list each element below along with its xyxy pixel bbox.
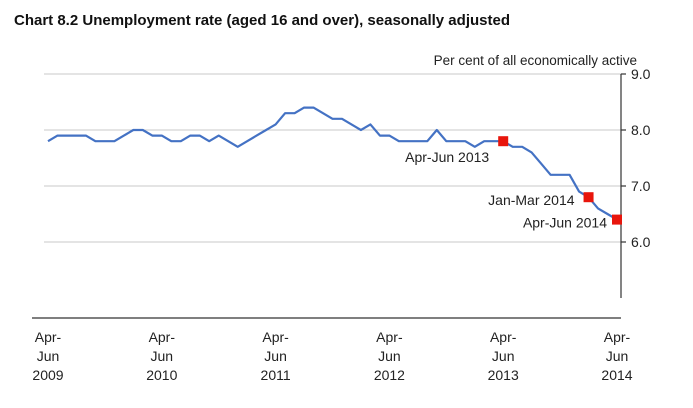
y-axis-label: Per cent of all economically active [434, 53, 637, 68]
marker-apr-jun-2014 [612, 214, 622, 225]
chart-title: Chart 8.2 Unemployment rate (aged 16 and… [14, 12, 510, 29]
x-tick-labels: Apr-Jun 2009 Apr-Jun 2010 Apr-Jun 2011 Apr-Jun… [32, 329, 632, 383]
y-tick-label: 9.0 [631, 66, 651, 82]
x-tick-label: Apr-Jun 2012 [374, 329, 405, 383]
series-line [47, 106, 618, 221]
x-tick-label: Apr-Jun 2009 [32, 329, 63, 383]
axes [32, 73, 626, 319]
annotation-label: Jan-Mar 2014 [488, 192, 575, 208]
annotation-markers [498, 136, 622, 225]
marker-apr-jun-2013 [498, 136, 509, 147]
y-tick-label: 7.0 [631, 178, 651, 194]
y-tick-label: 8.0 [631, 122, 651, 138]
annotation-labels: Apr-Jun 2013 Jan-Mar 2014 Apr-Jun 2014 [405, 149, 607, 230]
y-tick-label: 6.0 [631, 234, 651, 250]
x-tick-label: Apr-Jun 2014 [601, 329, 632, 383]
x-tick-label: Apr-Jun 2013 [488, 329, 519, 383]
marker-jan-mar-2014 [583, 192, 594, 203]
x-tick-label: Apr-Jun 2010 [146, 329, 177, 383]
annotation-label: Apr-Jun 2013 [405, 149, 489, 165]
annotation-label: Apr-Jun 2014 [523, 215, 607, 231]
y-tick-labels: 9.0 8.0 7.0 6.0 [631, 66, 651, 250]
x-tick-label: Apr-Jun 2011 [261, 329, 291, 383]
gridlines [44, 73, 621, 243]
